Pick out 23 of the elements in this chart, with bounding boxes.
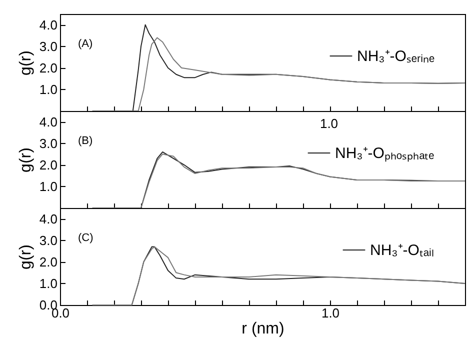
legend-label: NH₃⁺-Oₜₐᵢₗ [370, 242, 434, 259]
y-tick-label: 4.0 [39, 17, 58, 32]
y-tick-label: 3.0 [39, 136, 58, 151]
annotation: (A) [78, 38, 93, 50]
y-tick-label: 3.0 [39, 38, 58, 54]
annotation: (C) [78, 232, 94, 244]
y-tick-label: 3.0 [39, 232, 58, 248]
y-tick-label: 4.0 [39, 211, 58, 226]
y-tick-label: 2.0 [39, 157, 58, 172]
annotation: (B) [78, 135, 93, 147]
y-tick-label: 1.0 [39, 82, 58, 97]
y-tick-label: 1.0 [39, 178, 58, 194]
y-tick-label: 2.0 [39, 254, 58, 270]
y-axis-title: g(r) [17, 148, 34, 172]
annotation: 1.0 [320, 116, 338, 131]
x-axis-title: r (nm) [242, 320, 284, 338]
y-tick-label: 1.0 [39, 276, 58, 291]
y-axis-title: g(r) [17, 244, 34, 270]
legend-label: NH₃⁺-Oₚₕₒₛₚₕₐₜₑ [335, 145, 435, 162]
y-axis-title: g(r) [17, 50, 34, 76]
y-tick-label: 4.0 [39, 114, 58, 130]
legend-label: NH₃⁺-Oₛₑᵣᵢₙₑ [357, 48, 435, 65]
y-tick-label: 2.0 [39, 60, 58, 76]
